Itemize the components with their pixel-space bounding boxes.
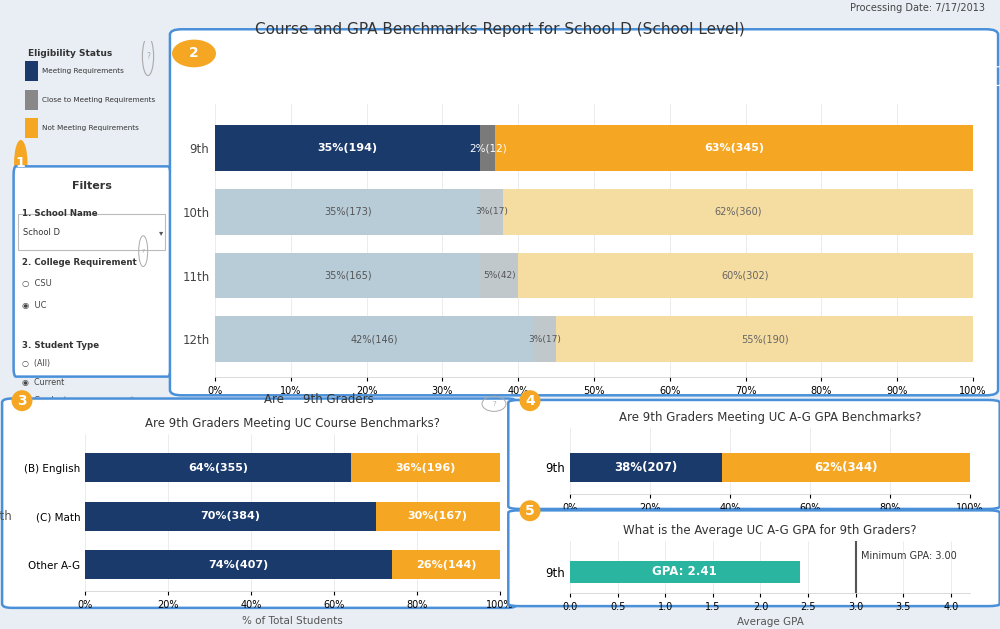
Bar [351, 454, 500, 482]
Text: Meeting Requirements: Meeting Requirements [42, 68, 123, 74]
FancyBboxPatch shape [170, 30, 998, 395]
Bar [85, 550, 392, 579]
Text: 4: 4 [525, 394, 535, 408]
Bar [570, 453, 722, 482]
Bar [215, 253, 480, 299]
Text: 35%(194): 35%(194) [318, 143, 378, 153]
Bar [570, 560, 800, 583]
Bar [495, 125, 973, 171]
Text: Completed Courses: Completed Courses [23, 441, 106, 450]
Text: 62%(344): 62%(344) [814, 461, 878, 474]
Text: ○  (All): ○ (All) [22, 359, 50, 368]
FancyBboxPatch shape [508, 510, 1000, 606]
Text: Filters: Filters [72, 181, 112, 191]
Text: 26%(144): 26%(144) [416, 560, 476, 570]
Text: Not Meeting Requirements: Not Meeting Requirements [42, 125, 138, 131]
Text: 3: 3 [16, 482, 26, 496]
FancyBboxPatch shape [25, 118, 38, 138]
Bar [392, 550, 500, 579]
Bar [85, 454, 351, 482]
Bar [215, 189, 480, 235]
Bar [556, 316, 973, 362]
Text: ?: ? [142, 248, 145, 253]
Circle shape [14, 466, 28, 513]
Text: 35%(165): 35%(165) [324, 270, 371, 281]
Text: 38%(207): 38%(207) [614, 461, 678, 474]
FancyBboxPatch shape [18, 214, 165, 250]
Text: GPA: 2.41: GPA: 2.41 [652, 565, 717, 579]
Bar [85, 502, 376, 531]
Text: ○  Graduates: ○ Graduates [22, 396, 76, 406]
Text: 1: 1 [16, 156, 26, 170]
Text: 9th: 9th [0, 509, 12, 523]
Text: 63%(345): 63%(345) [704, 143, 764, 153]
Text: 5: 5 [525, 504, 535, 518]
Text: 2%(12): 2%(12) [469, 143, 507, 153]
X-axis label: % of Total Students: % of Total Students [720, 518, 820, 528]
Text: ◉  Current: ◉ Current [22, 377, 64, 387]
Bar [722, 453, 970, 482]
Bar [215, 125, 480, 171]
Text: 60%(302): 60%(302) [722, 270, 769, 281]
Text: 42%(146): 42%(146) [350, 334, 398, 344]
Text: 55%(190): 55%(190) [741, 334, 788, 344]
Text: School D: School D [23, 228, 60, 237]
Text: ?: ? [964, 72, 968, 81]
Text: Eligibility Status: Eligibility Status [28, 49, 112, 58]
Text: 3%(17): 3%(17) [475, 208, 508, 216]
Bar [533, 316, 556, 362]
Text: Course and GPA Benchmarks Report for School D (School Level): Course and GPA Benchmarks Report for Sch… [255, 22, 745, 37]
Text: 3: 3 [17, 394, 27, 408]
Bar [503, 189, 973, 235]
Text: 3. Student Type: 3. Student Type [22, 341, 99, 350]
Text: 5%(42): 5%(42) [483, 271, 516, 280]
Bar [480, 189, 503, 235]
Text: 64%(355): 64%(355) [188, 463, 248, 473]
Text: 35%(173): 35%(173) [324, 207, 371, 217]
Text: ?: ? [492, 401, 496, 407]
FancyBboxPatch shape [25, 61, 38, 81]
FancyBboxPatch shape [14, 166, 170, 377]
Text: 4. Course Type: 4. Course Type [22, 420, 94, 428]
Text: 74%(407): 74%(407) [208, 560, 269, 570]
FancyBboxPatch shape [25, 90, 38, 109]
Text: Minimum GPA: 3.00: Minimum GPA: 3.00 [861, 551, 957, 561]
Text: 30%(167): 30%(167) [408, 511, 468, 521]
Text: ?: ? [146, 52, 150, 61]
Text: ○  CSU: ○ CSU [22, 279, 51, 287]
Bar [480, 125, 495, 171]
Circle shape [14, 140, 28, 186]
Text: 70%(384): 70%(384) [200, 511, 260, 521]
Text: ▾: ▾ [159, 441, 163, 450]
Text: 3%(17): 3%(17) [528, 335, 561, 343]
Bar [376, 502, 500, 531]
Title: What is the Average UC A-G GPA for 9th Graders?: What is the Average UC A-G GPA for 9th G… [623, 524, 917, 537]
Text: ◉  UC: ◉ UC [22, 301, 46, 309]
Title: Are 9th Graders Meeting UC Course Benchmarks?: Are 9th Graders Meeting UC Course Benchm… [145, 417, 440, 430]
Text: 9th Graders: 9th Graders [303, 392, 374, 406]
Text: 1. School Name: 1. School Name [22, 209, 97, 218]
X-axis label: % of Total Students in Grade: % of Total Students in Grade [520, 401, 668, 411]
Text: Processing Date: 7/17/2013: Processing Date: 7/17/2013 [850, 3, 985, 13]
Bar [518, 253, 973, 299]
FancyBboxPatch shape [508, 400, 1000, 509]
Text: 62%(360): 62%(360) [714, 207, 762, 217]
Text: ?: ? [130, 410, 134, 415]
Bar [215, 316, 533, 362]
Text: 2. College Requirement: 2. College Requirement [22, 259, 136, 267]
X-axis label: Average GPA: Average GPA [737, 617, 803, 627]
Text: 36%(196): 36%(196) [395, 463, 455, 473]
Text: Close to Meeting Requirements: Close to Meeting Requirements [42, 97, 155, 103]
Bar [480, 253, 518, 299]
Text: ▾: ▾ [159, 228, 163, 237]
FancyBboxPatch shape [18, 427, 165, 463]
FancyBboxPatch shape [2, 399, 517, 608]
Title: Are 9th Graders Meeting UC A-G GPA Benchmarks?: Are 9th Graders Meeting UC A-G GPA Bench… [619, 411, 921, 424]
Text: Are: Are [264, 392, 288, 406]
Text: 2: 2 [189, 47, 199, 60]
Text: Eligibility Status for School D by Grade for Completed Courses: Eligibility Status for School D by Grade… [365, 70, 803, 82]
X-axis label: % of Total Students: % of Total Students [242, 616, 343, 626]
